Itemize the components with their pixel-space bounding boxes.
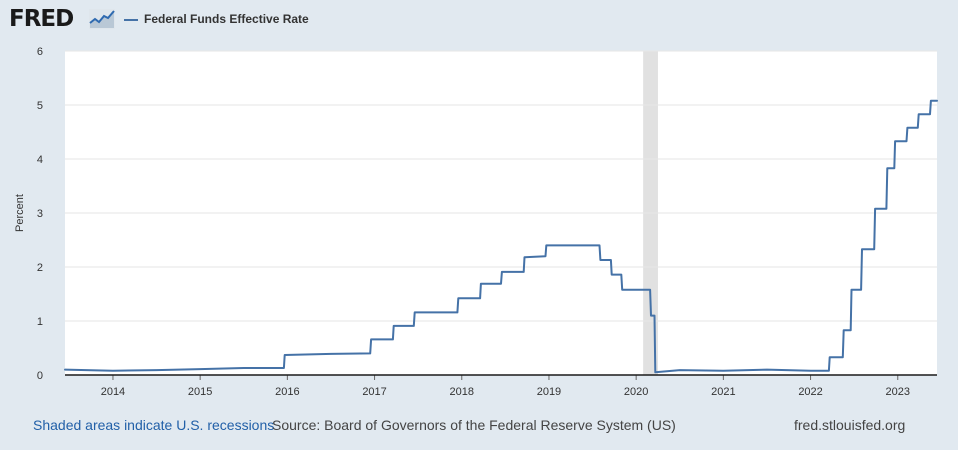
gridlines xyxy=(65,50,937,322)
y-tick-label: 1 xyxy=(37,316,43,328)
x-tick-label: 2022 xyxy=(798,386,822,398)
x-tick-label: 2019 xyxy=(537,386,561,398)
x-axis-ticks: 2014 2015 2016 2017 2018 2019 2020 2021 2022 2023 xyxy=(101,375,910,398)
fred-logo[interactable]: FRED xyxy=(9,6,74,32)
x-tick-label: 2014 xyxy=(101,386,125,398)
y-tick-label: 2 xyxy=(37,262,43,274)
y-axis-label: Percent xyxy=(14,194,26,232)
source-text: Source: Board of Governors of the Federa… xyxy=(272,417,676,433)
y-tick-label: 4 xyxy=(37,154,43,166)
x-tick-label: 2018 xyxy=(450,386,474,398)
x-tick-label: 2021 xyxy=(711,386,735,398)
chart-header: FRED Federal Funds Effective Rate xyxy=(0,0,958,38)
x-tick-label: 2015 xyxy=(188,386,212,398)
x-tick-label: 2016 xyxy=(275,386,299,398)
x-tick-label: 2023 xyxy=(886,386,910,398)
recession-note-link[interactable]: Shaded areas indicate U.S. recessions xyxy=(33,417,275,433)
y-tick-label: 0 xyxy=(37,370,43,382)
fred-url[interactable]: fred.stlouisfed.org xyxy=(794,417,906,433)
series-layer xyxy=(64,99,938,374)
x-tick-label: 2017 xyxy=(362,386,386,398)
series-line xyxy=(64,99,938,374)
y-tick-label: 5 xyxy=(37,100,43,112)
line-graph-icon xyxy=(89,9,115,29)
y-tick-label: 3 xyxy=(37,208,43,220)
y-tick-label: 6 xyxy=(37,46,43,58)
y-axis-ticks: 0 1 2 3 4 5 6 xyxy=(37,46,43,382)
x-tick-label: 2020 xyxy=(624,386,648,398)
legend-swatch xyxy=(124,19,138,21)
legend-label[interactable]: Federal Funds Effective Rate xyxy=(144,12,309,26)
